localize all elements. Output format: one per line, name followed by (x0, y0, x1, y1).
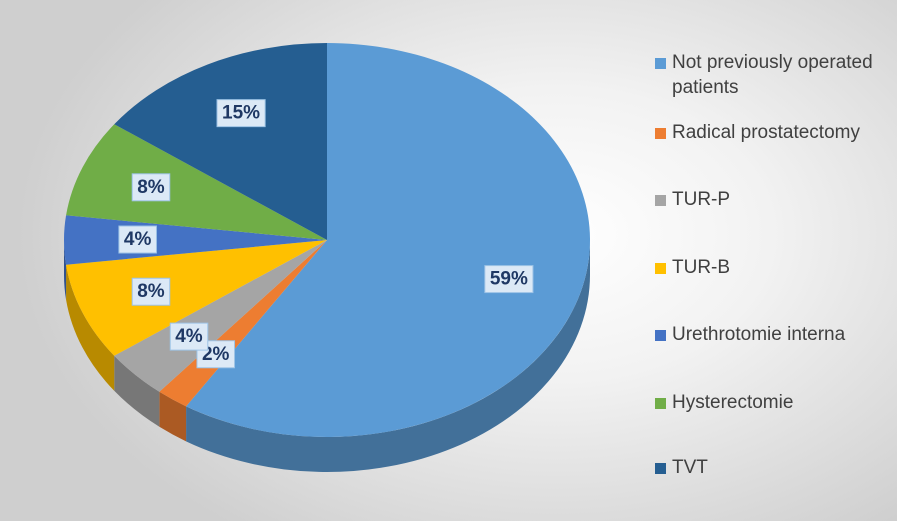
legend-item: TVT (655, 455, 890, 480)
data-label-text: 8% (137, 177, 165, 198)
slice (186, 43, 590, 437)
legend-label: TUR-B (672, 257, 731, 278)
slice-side (114, 355, 160, 427)
legend-swatch (655, 398, 666, 409)
legend-label: Urethrotomie interna (672, 324, 846, 345)
legend-item: Hysterectomie (655, 390, 890, 415)
slice-side (159, 391, 187, 442)
legend-swatch (655, 263, 666, 274)
data-label: 15% (216, 99, 266, 128)
data-label-box (131, 173, 171, 202)
data-label-box (169, 322, 209, 351)
legend-label: TUR-P (672, 189, 731, 210)
legend-item: Not previously operated patients (655, 50, 890, 100)
data-label-box (484, 265, 534, 294)
slice (114, 240, 327, 392)
data-label: 59% (484, 265, 534, 294)
legend-label: Radical prostatectomy (672, 122, 860, 143)
data-label: 4% (169, 322, 209, 351)
slice-side (66, 264, 115, 391)
slice (66, 124, 327, 240)
legend-swatch (655, 330, 666, 341)
legend-label: Hysterectomie (672, 392, 794, 413)
legend-swatch (655, 58, 666, 69)
legend-swatch (655, 195, 666, 206)
legend-item: TUR-B (655, 255, 890, 280)
data-label-text: 15% (222, 103, 260, 124)
data-label-text: 2% (202, 344, 230, 365)
data-label: 8% (131, 173, 171, 202)
data-label: 4% (118, 225, 157, 254)
legend-item: Radical prostatectomy (655, 120, 890, 145)
data-label: 8% (131, 277, 171, 306)
slice-side (64, 240, 67, 300)
data-label-text: 59% (490, 269, 528, 290)
data-label-text: 8% (137, 281, 165, 302)
data-label-text: 4% (175, 326, 203, 347)
data-label-box (118, 225, 157, 254)
slice (114, 43, 327, 240)
data-label-text: 4% (124, 229, 152, 250)
legend-swatch (655, 463, 666, 474)
legend-swatch (655, 128, 666, 139)
slice-side (186, 240, 590, 472)
data-label: 2% (196, 340, 236, 369)
data-label-box (216, 99, 266, 128)
legend-label: TVT (672, 457, 708, 478)
data-label-box (131, 277, 171, 306)
slice (66, 240, 327, 356)
legend-label: Not previously operated patients (672, 52, 873, 98)
legend-item: Urethrotomie interna (655, 322, 890, 347)
legend-item: TUR-P (655, 187, 890, 212)
